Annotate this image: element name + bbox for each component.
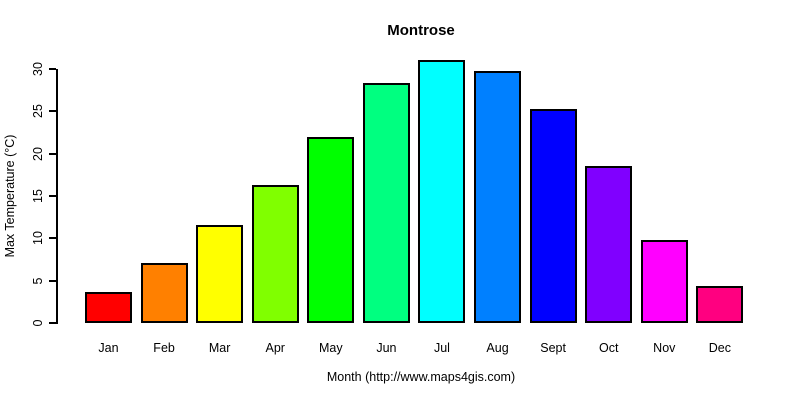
y-tick-label-10: 10	[31, 231, 45, 246]
y-axis-line	[56, 69, 58, 324]
chart-title: Montrose	[387, 22, 455, 39]
y-tick-label-20: 20	[31, 146, 45, 161]
bar-nov	[640, 240, 688, 323]
x-label-jan: Jan	[98, 341, 119, 355]
bar-mar	[196, 225, 244, 323]
bar-jan	[85, 292, 132, 323]
bar-oct	[585, 166, 633, 323]
y-tick-mark-30	[49, 68, 56, 70]
y-tick-mark-25	[49, 110, 56, 113]
x-label-feb: Feb	[153, 341, 175, 355]
y-axis-label: Max Temperature (°C)	[3, 134, 17, 258]
y-tick-mark-10	[49, 237, 56, 240]
y-tick-label-0: 0	[31, 319, 45, 327]
x-label-jun: Jun	[376, 341, 397, 355]
x-label-dec: Dec	[708, 341, 731, 355]
bar-apr	[251, 185, 299, 323]
bar-may	[307, 137, 355, 323]
y-tick-label-30: 30	[31, 62, 45, 76]
x-label-may: May	[319, 341, 343, 355]
x-label-nov: Nov	[653, 341, 676, 355]
bar-dec	[696, 286, 744, 323]
x-label-jul: Jul	[433, 341, 450, 355]
bar-sept	[529, 109, 577, 323]
y-tick-label-25: 25	[31, 104, 45, 119]
plot-area: 0 5 10 15 20 25 30 Jan Feb Mar Apr May Jun Jul Aug Sep…	[31, 60, 785, 355]
x-label-mar: Mar	[208, 341, 231, 355]
x-label-oct: Oct	[598, 341, 619, 355]
bar-jun	[362, 83, 410, 323]
y-tick-mark-0	[49, 322, 56, 324]
x-axis-label: Month (http://www.maps4gis.com)	[326, 370, 516, 384]
bar-aug	[474, 71, 522, 323]
y-tick-label-5: 5	[31, 277, 45, 285]
y-tick-label-15: 15	[31, 189, 45, 203]
x-label-apr: Apr	[265, 341, 285, 355]
y-tick-mark-20	[49, 152, 56, 155]
bar-feb	[140, 263, 188, 323]
y-tick-mark-5	[49, 279, 56, 282]
bar-jul	[418, 60, 466, 323]
y-tick-mark-15	[49, 195, 56, 197]
x-label-sept: Sept	[540, 341, 566, 355]
x-label-aug: Aug	[486, 341, 509, 355]
